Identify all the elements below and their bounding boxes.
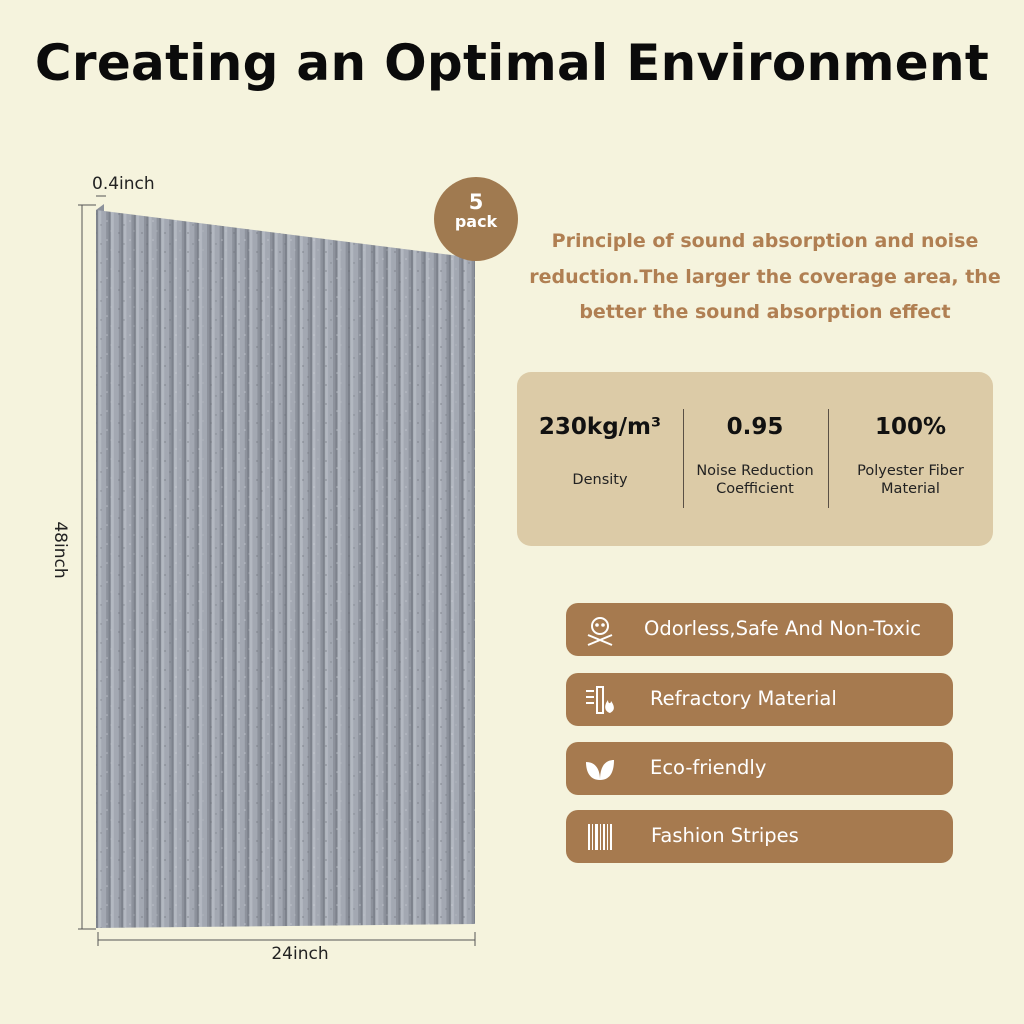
feature-label: Fashion Stripes [651,824,799,847]
width-label: 24inch [271,944,329,964]
spec-value: 0.95 [726,414,784,440]
spec-divider [828,409,829,508]
panel-face [96,210,475,928]
principle-line-2: reduction.The larger the coverage area, … [529,265,1001,288]
thickness-label: 0.4inch [92,174,155,194]
spec-density: 230kg/m³ Density [517,372,683,546]
pack-badge: 5 pack [434,177,518,261]
skull-crossbones-icon [587,617,613,646]
spec-label: Noise Reduction [696,463,814,479]
feature-label: Eco-friendly [650,756,767,779]
feature-label: Refractory Material [650,687,837,710]
pack-count: 5 [468,190,484,214]
spec-label: Density [572,472,628,488]
spec-value: 100% [874,414,947,440]
principle-line-3: better the sound absorption effect [579,301,951,323]
stripes-icon [588,824,612,850]
feature-label: Odorless,Safe And Non-Toxic [644,617,921,640]
spec-label-2: Material [881,481,940,497]
feature-odorless: Odorless,Safe And Non-Toxic [566,603,953,656]
spec-noise-reduction: 0.95 Noise Reduction Coefficient [683,372,827,546]
principle-text: Principle of sound absorption and noise … [520,224,1010,331]
principle-line-1: Principle of sound absorption and noise [551,230,979,252]
spec-material: 100% Polyester Fiber Material [828,372,993,546]
leaves-icon [586,760,614,780]
feature-refractory: Refractory Material [566,673,953,726]
spec-label: Polyester Fiber [857,463,964,479]
spec-value: 230kg/m³ [538,414,662,440]
page-title: Creating an Optimal Environment [34,34,990,92]
feature-stripes: Fashion Stripes [566,810,953,863]
fire-resistant-icon [586,686,614,714]
spec-divider [683,409,684,508]
panel-edge [96,204,104,928]
feature-eco: Eco-friendly [566,742,953,795]
pack-unit: pack [454,212,498,231]
height-label: 48inch [50,521,70,579]
spec-label-2: Coefficient [716,481,794,497]
specs-box: 230kg/m³ Density 0.95 Noise Reduction Co… [517,372,993,546]
